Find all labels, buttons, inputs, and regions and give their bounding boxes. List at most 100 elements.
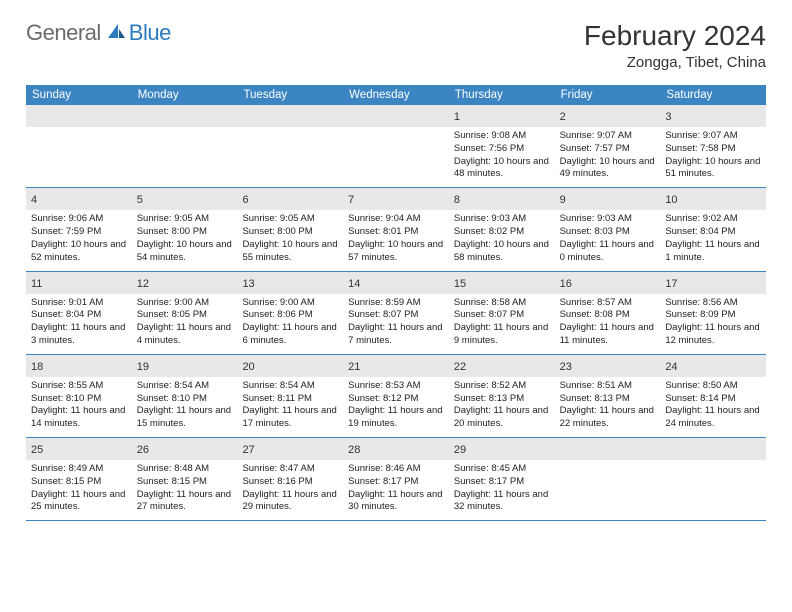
day-number: 28	[348, 444, 360, 456]
day-number: 29	[454, 444, 466, 456]
weekday-header: Thursday	[449, 85, 555, 105]
sunrise-text: Sunrise: 8:56 AM	[665, 297, 761, 310]
daylight-text: Daylight: 11 hours and 30 minutes.	[348, 489, 444, 515]
sunset-text: Sunset: 8:17 PM	[348, 476, 444, 489]
daylight-text: Daylight: 11 hours and 17 minutes.	[242, 405, 338, 431]
sunset-text: Sunset: 8:04 PM	[665, 226, 761, 239]
day-number: 27	[242, 444, 254, 456]
sunrise-text: Sunrise: 8:47 AM	[242, 463, 338, 476]
day-number-row: 24	[660, 355, 766, 377]
day-info: Sunrise: 8:51 AMSunset: 8:13 PMDaylight:…	[560, 380, 656, 431]
day-cell: 3Sunrise: 9:07 AMSunset: 7:58 PMDaylight…	[660, 105, 766, 187]
day-number	[31, 111, 34, 123]
day-number-row: 15	[449, 272, 555, 294]
daylight-text: Daylight: 10 hours and 55 minutes.	[242, 239, 338, 265]
sunset-text: Sunset: 8:06 PM	[242, 309, 338, 322]
day-number: 8	[454, 194, 460, 206]
day-number-row: 25	[26, 438, 132, 460]
daylight-text: Daylight: 11 hours and 11 minutes.	[560, 322, 656, 348]
daylight-text: Daylight: 11 hours and 25 minutes.	[31, 489, 127, 515]
day-cell: 27Sunrise: 8:47 AMSunset: 8:16 PMDayligh…	[237, 438, 343, 520]
sunset-text: Sunset: 8:05 PM	[137, 309, 233, 322]
day-number-row: 21	[343, 355, 449, 377]
sunrise-text: Sunrise: 9:05 AM	[137, 213, 233, 226]
day-number-row: 17	[660, 272, 766, 294]
title-block: February 2024 Zongga, Tibet, China	[584, 20, 766, 71]
sunset-text: Sunset: 8:13 PM	[454, 393, 550, 406]
day-number-row: 29	[449, 438, 555, 460]
day-cell: 1Sunrise: 9:08 AMSunset: 7:56 PMDaylight…	[449, 105, 555, 187]
day-number-row: 10	[660, 188, 766, 210]
week-row: 25Sunrise: 8:49 AMSunset: 8:15 PMDayligh…	[26, 438, 766, 521]
sunrise-text: Sunrise: 9:08 AM	[454, 130, 550, 143]
day-number	[242, 111, 245, 123]
day-number: 26	[137, 444, 149, 456]
sunrise-text: Sunrise: 8:52 AM	[454, 380, 550, 393]
daylight-text: Daylight: 10 hours and 57 minutes.	[348, 239, 444, 265]
sunset-text: Sunset: 8:10 PM	[31, 393, 127, 406]
day-number-row: 8	[449, 188, 555, 210]
day-info: Sunrise: 9:05 AMSunset: 8:00 PMDaylight:…	[137, 213, 233, 264]
day-number	[665, 444, 668, 456]
day-number: 2	[560, 111, 566, 123]
day-number-row	[237, 105, 343, 127]
day-number-row: 12	[132, 272, 238, 294]
day-info: Sunrise: 8:54 AMSunset: 8:10 PMDaylight:…	[137, 380, 233, 431]
day-cell: 22Sunrise: 8:52 AMSunset: 8:13 PMDayligh…	[449, 355, 555, 437]
day-cell	[660, 438, 766, 520]
day-info: Sunrise: 8:59 AMSunset: 8:07 PMDaylight:…	[348, 297, 444, 348]
day-number: 13	[242, 278, 254, 290]
day-number: 5	[137, 194, 143, 206]
day-number-row: 19	[132, 355, 238, 377]
day-info: Sunrise: 9:00 AMSunset: 8:06 PMDaylight:…	[242, 297, 338, 348]
day-number-row: 3	[660, 105, 766, 127]
sunrise-text: Sunrise: 9:03 AM	[560, 213, 656, 226]
sunrise-text: Sunrise: 8:50 AM	[665, 380, 761, 393]
day-info: Sunrise: 8:46 AMSunset: 8:17 PMDaylight:…	[348, 463, 444, 514]
day-number: 17	[665, 278, 677, 290]
sunrise-text: Sunrise: 8:55 AM	[31, 380, 127, 393]
day-number-row	[555, 438, 661, 460]
day-info: Sunrise: 9:02 AMSunset: 8:04 PMDaylight:…	[665, 213, 761, 264]
sunrise-text: Sunrise: 9:02 AM	[665, 213, 761, 226]
day-cell: 5 Sunrise: 9:05 AMSunset: 8:00 PMDaylight…	[132, 188, 238, 270]
sunrise-text: Sunrise: 8:51 AM	[560, 380, 656, 393]
sunrise-text: Sunrise: 9:04 AM	[348, 213, 444, 226]
day-cell: 26Sunrise: 8:48 AMSunset: 8:15 PMDayligh…	[132, 438, 238, 520]
sunrise-text: Sunrise: 8:59 AM	[348, 297, 444, 310]
day-number-row: 1	[449, 105, 555, 127]
daylight-text: Daylight: 11 hours and 7 minutes.	[348, 322, 444, 348]
day-number: 18	[31, 361, 43, 373]
weeks-container: 1Sunrise: 9:08 AMSunset: 7:56 PMDaylight…	[26, 105, 766, 521]
week-row: 11Sunrise: 9:01 AMSunset: 8:04 PMDayligh…	[26, 272, 766, 355]
sunrise-text: Sunrise: 8:45 AM	[454, 463, 550, 476]
day-info: Sunrise: 8:57 AMSunset: 8:08 PMDaylight:…	[560, 297, 656, 348]
sunset-text: Sunset: 8:07 PM	[348, 309, 444, 322]
weekday-header: Friday	[555, 85, 661, 105]
day-cell: 4Sunrise: 9:06 AMSunset: 7:59 PMDaylight…	[26, 188, 132, 270]
week-row: 1Sunrise: 9:08 AMSunset: 7:56 PMDaylight…	[26, 105, 766, 188]
day-number: 11	[31, 278, 42, 290]
sunset-text: Sunset: 8:13 PM	[560, 393, 656, 406]
day-number: 4	[31, 194, 37, 206]
day-cell: 16Sunrise: 8:57 AMSunset: 8:08 PMDayligh…	[555, 272, 661, 354]
day-number: 19	[137, 361, 149, 373]
sunrise-text: Sunrise: 9:00 AM	[242, 297, 338, 310]
day-number: 21	[348, 361, 360, 373]
day-cell: 12Sunrise: 9:00 AMSunset: 8:05 PMDayligh…	[132, 272, 238, 354]
day-cell: 8Sunrise: 9:03 AMSunset: 8:02 PMDaylight…	[449, 188, 555, 270]
day-number-row: 9	[555, 188, 661, 210]
sunrise-text: Sunrise: 9:05 AM	[242, 213, 338, 226]
day-cell: 14 Sunrise: 8:59 AMSunset: 8:07 PMDayligh…	[343, 272, 449, 354]
day-number: 6	[242, 194, 248, 206]
day-number-row: 14	[343, 272, 449, 294]
sunset-text: Sunset: 8:01 PM	[348, 226, 444, 239]
day-number-row: 20	[237, 355, 343, 377]
day-number	[560, 444, 563, 456]
daylight-text: Daylight: 11 hours and 22 minutes.	[560, 405, 656, 431]
daylight-text: Daylight: 11 hours and 1 minute.	[665, 239, 761, 265]
sunrise-text: Sunrise: 8:49 AM	[31, 463, 127, 476]
sunset-text: Sunset: 7:59 PM	[31, 226, 127, 239]
day-number: 3	[665, 111, 671, 123]
day-number-row: 6	[237, 188, 343, 210]
